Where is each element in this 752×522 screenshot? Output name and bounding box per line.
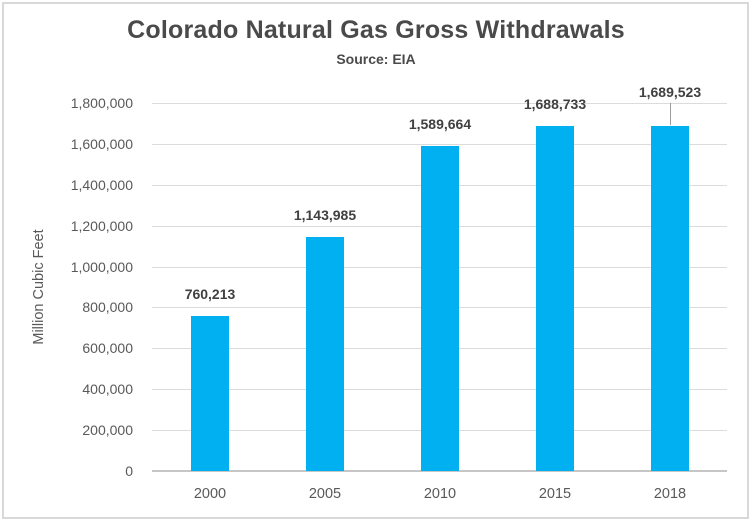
y-axis-tick-label: 0 bbox=[125, 463, 133, 479]
y-axis-tick-label: 200,000 bbox=[82, 422, 133, 438]
y-axis-tick-label: 1,400,000 bbox=[70, 177, 133, 193]
y-axis-tick-label: 1,200,000 bbox=[70, 218, 133, 234]
data-label-2015: 1,688,733 bbox=[523, 96, 587, 112]
chart-subtitle: Source: EIA bbox=[336, 51, 416, 67]
data-label-2000: 760,213 bbox=[184, 286, 236, 302]
y-axis-tick-label: 1,600,000 bbox=[70, 136, 133, 152]
bar-2000 bbox=[191, 315, 229, 471]
bar-2018 bbox=[651, 125, 689, 471]
chart-title: Colorado Natural Gas Gross Withdrawals bbox=[127, 16, 625, 44]
y-axis-tick-label: 600,000 bbox=[82, 340, 133, 356]
gridline bbox=[152, 103, 727, 104]
y-axis-tick-label: 400,000 bbox=[82, 381, 133, 397]
data-label-2005: 1,143,985 bbox=[293, 207, 357, 223]
data-label-2010: 1,589,664 bbox=[408, 116, 472, 132]
x-axis-tick-label-2005: 2005 bbox=[308, 486, 342, 502]
x-axis-tick-label-2000: 2000 bbox=[193, 486, 227, 502]
gridline bbox=[152, 144, 727, 145]
y-axis-tick-label: 1,800,000 bbox=[70, 95, 133, 111]
bar-2015 bbox=[536, 125, 574, 471]
bar-2005 bbox=[306, 237, 344, 471]
x-axis-tick-label-2010: 2010 bbox=[423, 486, 457, 502]
x-axis-line bbox=[152, 470, 727, 472]
y-axis-tick-label: 1,000,000 bbox=[70, 259, 133, 275]
y-axis-tick-label: 800,000 bbox=[82, 299, 133, 315]
y-axis-title: Million Cubic Feet bbox=[31, 229, 47, 345]
x-axis-tick-label-2015: 2015 bbox=[538, 486, 572, 502]
data-label-2018: 1,689,523 bbox=[638, 84, 702, 100]
data-label-leader-line bbox=[670, 103, 671, 125]
x-axis-tick-label-2018: 2018 bbox=[653, 486, 687, 502]
bar-2010 bbox=[421, 146, 459, 471]
